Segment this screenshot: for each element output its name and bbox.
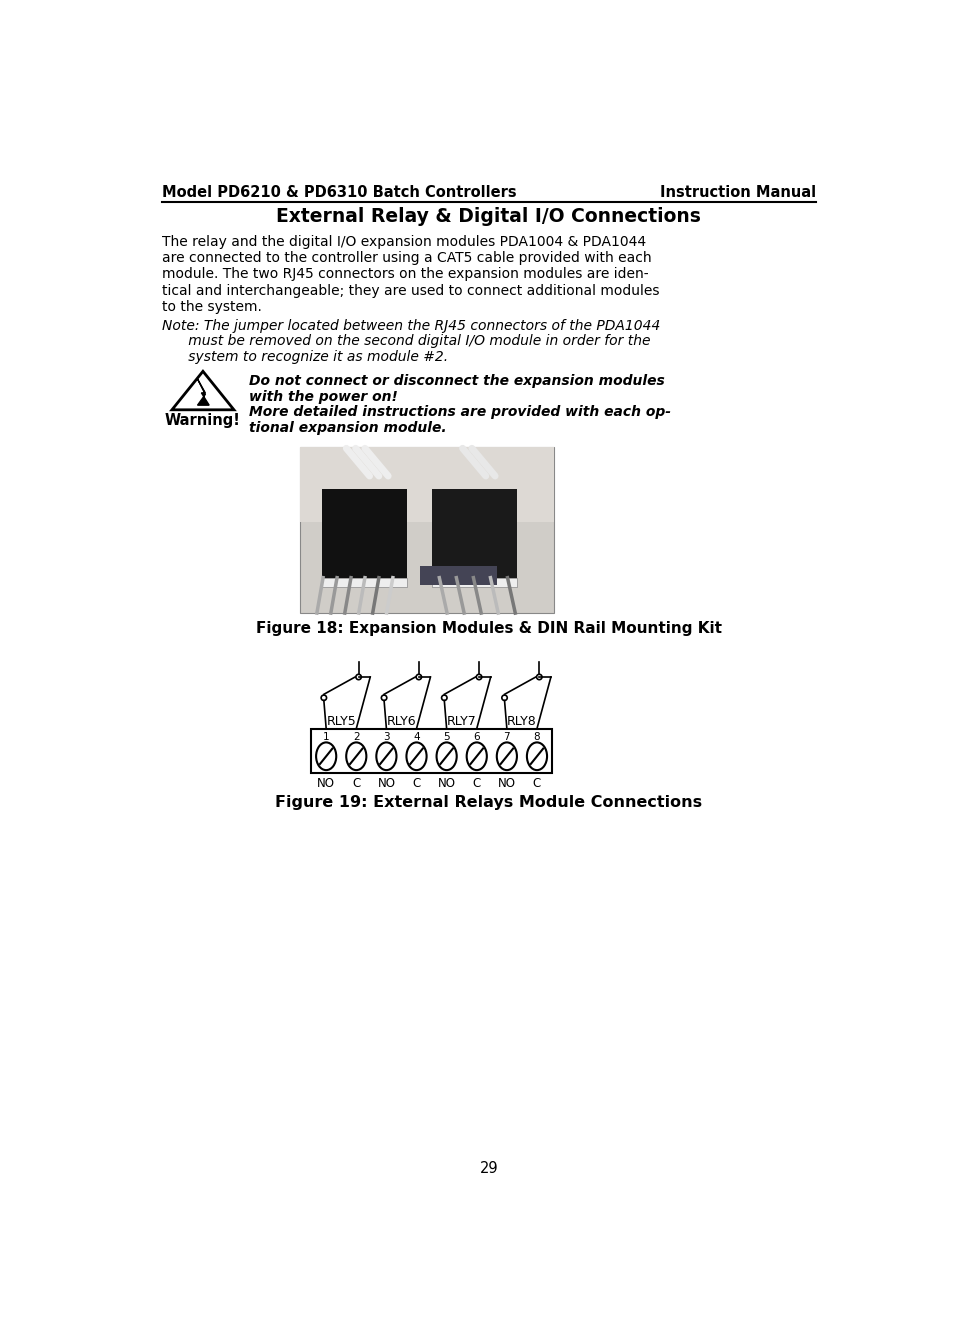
Text: More detailed instructions are provided with each op-: More detailed instructions are provided … (249, 405, 671, 420)
Text: Instruction Manual: Instruction Manual (659, 184, 815, 200)
Text: Do not connect or disconnect the expansion modules: Do not connect or disconnect the expansi… (249, 374, 664, 389)
Bar (431, 577, 517, 587)
Text: Figure 18: Expansion Modules & DIN Rail Mounting Kit: Figure 18: Expansion Modules & DIN Rail … (255, 621, 721, 636)
Text: Warning!: Warning! (165, 413, 241, 428)
Text: 7: 7 (503, 732, 510, 741)
Polygon shape (197, 379, 209, 405)
Text: C: C (412, 778, 420, 790)
Bar (321, 489, 406, 577)
Text: NO: NO (316, 778, 335, 790)
Text: tional expansion module.: tional expansion module. (249, 421, 447, 434)
Bar (321, 577, 406, 587)
Text: module. The two RJ45 connectors on the expansion modules are iden-: module. The two RJ45 connectors on the e… (162, 267, 648, 282)
Text: to the system.: to the system. (162, 299, 261, 314)
Text: NO: NO (497, 778, 516, 790)
Text: External Relay & Digital I/O Connections: External Relay & Digital I/O Connections (276, 207, 700, 226)
Text: 3: 3 (383, 732, 390, 741)
Text: 8: 8 (533, 732, 539, 741)
Text: Note: The jumper located between the RJ45 connectors of the PDA1044: Note: The jumper located between the RJ4… (162, 319, 659, 333)
Text: The relay and the digital I/O expansion modules PDA1004 & PDA1044: The relay and the digital I/O expansion … (162, 235, 645, 248)
Text: RLY7: RLY7 (446, 716, 476, 728)
Text: 29: 29 (479, 1161, 497, 1176)
Text: NO: NO (437, 778, 456, 790)
Text: 2: 2 (353, 732, 359, 741)
Text: tical and interchangeable; they are used to connect additional modules: tical and interchangeable; they are used… (162, 283, 659, 298)
Text: Model PD6210 & PD6310 Batch Controllers: Model PD6210 & PD6310 Batch Controllers (162, 184, 516, 200)
Text: RLY8: RLY8 (506, 716, 537, 728)
Text: C: C (352, 778, 360, 790)
Bar (311, 728, 551, 774)
Text: are connected to the controller using a CAT5 cable provided with each: are connected to the controller using a … (162, 251, 651, 265)
Bar (431, 489, 517, 577)
Text: must be removed on the second digital I/O module in order for the: must be removed on the second digital I/… (162, 334, 650, 349)
Text: RLY5: RLY5 (326, 716, 355, 728)
Text: 5: 5 (443, 732, 450, 741)
Text: NO: NO (377, 778, 395, 790)
Bar (419, 566, 497, 585)
Bar (299, 446, 554, 613)
Text: with the power on!: with the power on! (249, 390, 398, 403)
Text: 1: 1 (322, 732, 329, 741)
Text: 4: 4 (413, 732, 419, 741)
Text: Figure 19: External Relays Module Connections: Figure 19: External Relays Module Connec… (275, 795, 701, 810)
Text: C: C (533, 778, 540, 790)
Bar (299, 446, 554, 521)
Text: RLY6: RLY6 (386, 716, 416, 728)
Text: system to recognize it as module #2.: system to recognize it as module #2. (162, 350, 448, 363)
Text: 6: 6 (473, 732, 479, 741)
Text: C: C (472, 778, 480, 790)
